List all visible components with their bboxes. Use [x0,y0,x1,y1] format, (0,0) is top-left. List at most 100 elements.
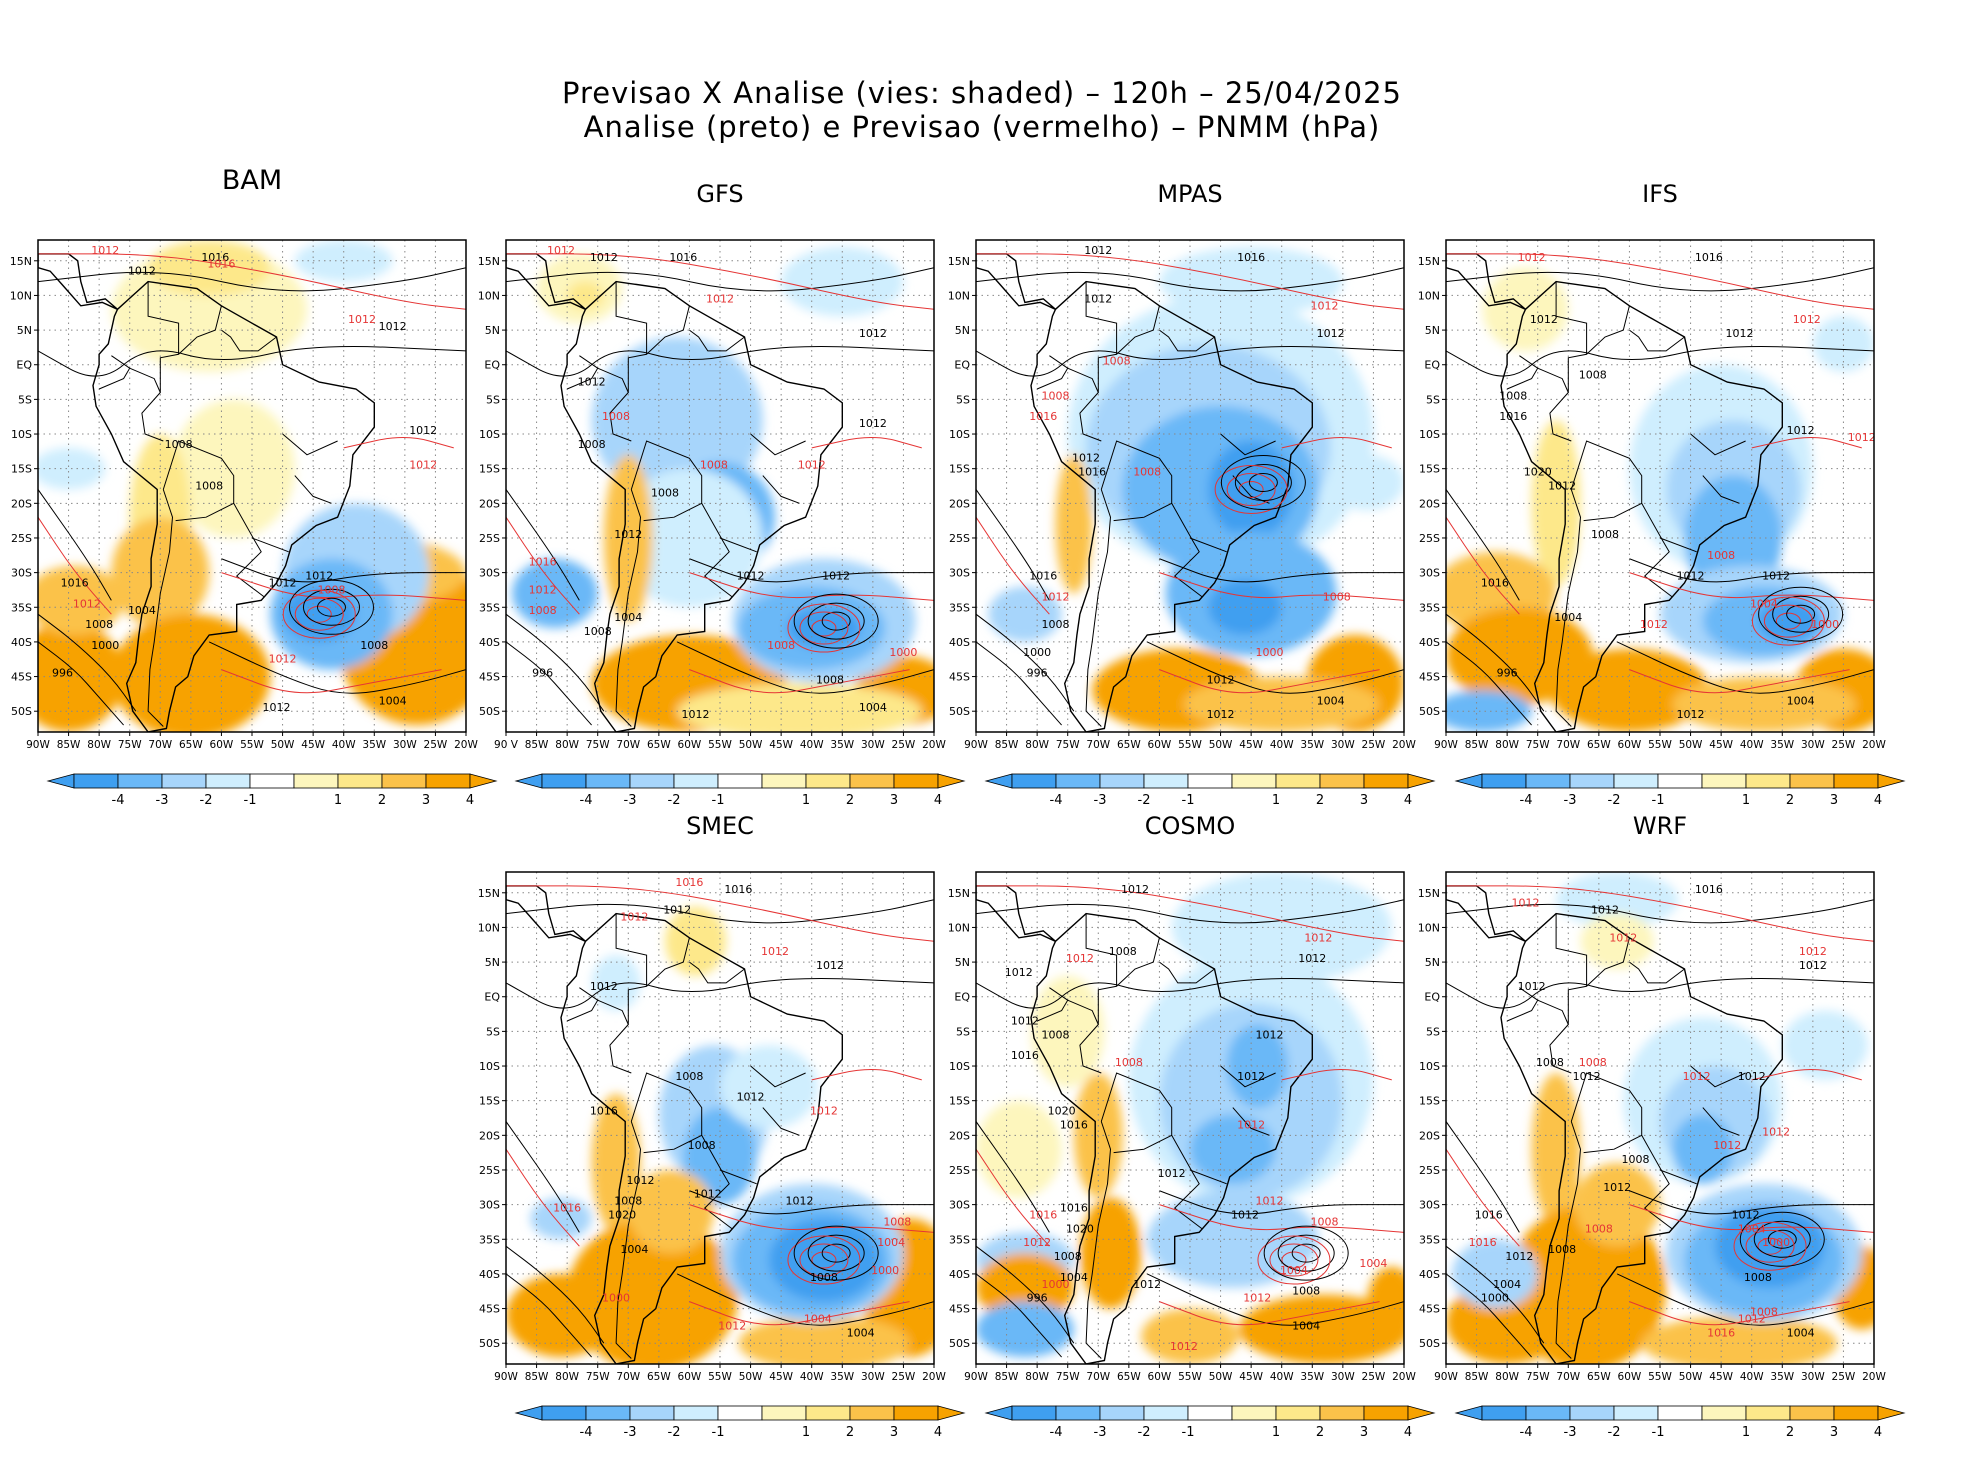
y-tick-label: 30S [949,567,970,580]
y-tick-label: 40S [1419,1268,1440,1281]
colorbar-segment-neg2 [1569,1405,1615,1421]
contour-label: 1012 [590,980,618,993]
analysis-isobar [38,267,466,292]
x-tick-label: 30W [861,739,885,751]
x-tick-label: 80W [555,1371,579,1383]
y-tick-label: 15N [948,255,970,268]
contour-label: 1012 [1505,1250,1533,1263]
x-tick-label: 25W [892,739,916,751]
x-tick-label: 85W [57,739,81,751]
colorbar-segment-pos4 [1833,773,1879,789]
x-tick-label: 40W [1740,739,1764,751]
country-border [1159,961,1215,984]
country-border [1085,489,1112,727]
colorbar-segment-neg4 [541,773,587,789]
country-border [762,475,800,504]
analysis-low-ring [821,1243,851,1263]
x-tick-label: 65W [647,1371,671,1383]
forecast-low-ring [1226,472,1276,506]
colorbar-tick-label: 1 [1272,793,1280,808]
contour-label: 1004 [1493,1278,1521,1291]
contour-label: 1012 [1005,966,1033,979]
colorbar-segment-pos2 [805,1405,851,1421]
contour-label: 1012 [1530,313,1558,326]
x-tick-label: 80W [1495,1371,1519,1383]
analysis-isobar [689,558,934,583]
y-tick-label: 20S [11,497,32,510]
contour-label: 1012 [1255,1028,1283,1041]
colorbar-tick-label: 3 [1830,1425,1838,1440]
analysis-isobar [506,978,934,1009]
bias-region-neg2 [988,586,1062,642]
forecast-isobar [1281,436,1392,449]
colorbar-segment-pos2 [337,773,383,789]
analysis-isobar [38,489,112,601]
colorbar-segment-neg4 [541,1405,587,1421]
y-tick-label: 15N [948,887,970,900]
contour-label: 1016 [1060,1118,1088,1131]
y-tick-label: 15N [1418,887,1440,900]
y-tick-label: 50S [949,705,970,718]
forecast-isobar [976,885,1404,942]
contour-label: 1008 [529,604,557,617]
y-tick-label: 20S [949,497,970,510]
y-tick-label: 50S [479,1337,500,1350]
analysis-isobar [506,1121,580,1233]
contour-label: 1008 [1109,945,1137,958]
south-america-outline [1030,280,1313,732]
contour-label: 1004 [1738,1222,1766,1235]
colorbar-segment-pos1 [1231,1405,1277,1421]
bias-region-neg4 [787,607,861,649]
y-tick-label: 45S [1419,1303,1440,1316]
contour-label: 1012 [1793,313,1821,326]
contour-label: 1012 [348,313,376,326]
contour-label: 1004 [877,1236,905,1249]
contour-label: 1000 [889,646,917,659]
contour-label: 996 [1027,1292,1048,1305]
bias-region-neg3 [1446,690,1532,732]
colorbar-segment-zero [717,773,763,789]
analysis-isobar [1146,1273,1404,1326]
y-tick-label: EQ [954,359,970,372]
colorbar-tick-label: -3 [1094,1425,1107,1440]
x-tick-label: 70W [616,739,640,751]
forecast-isobar [1629,1204,1874,1233]
x-tick-label: 75W [1526,1371,1550,1383]
colorbar-tick-label: 2 [1786,1425,1794,1440]
y-tick-label: 5S [1426,1025,1440,1038]
colorbar-segment-neg3 [1525,773,1571,789]
contour-label: 1008 [1622,1153,1650,1166]
contour-label: 1008 [1585,1222,1613,1235]
country-border [750,433,806,456]
x-tick-label: 75W [1526,739,1550,751]
contour-label: 1016 [1695,251,1723,264]
y-tick-label: 45S [949,1303,970,1316]
x-tick-label: 65W [1117,739,1141,751]
x-tick-label: 25W [1832,739,1856,751]
contour-label: 1008 [1133,466,1161,479]
y-tick-label: 35S [949,1233,970,1246]
x-tick-label: 50W [739,739,763,751]
contour-label: 1016 [1060,1202,1088,1215]
contour-label: 1008 [1323,590,1351,603]
contour-label: 1012 [859,327,887,340]
analysis-isobar [976,899,1404,924]
y-tick-label: 10S [1419,1060,1440,1073]
isobars [1446,253,1874,726]
contour-label: 1012 [785,1195,813,1208]
forecast-isobar [1281,1068,1392,1081]
colorbar-tick-label: -4 [580,1425,593,1440]
panel-title: WRF [1632,812,1688,840]
analysis-isobar [676,641,934,694]
colorbar-segment-pos4 [1363,773,1409,789]
bias-region-pos3 [1141,1308,1239,1364]
forecast-low-ring [306,605,332,623]
analysis-low-ring [1277,1234,1335,1272]
contour-label: 1012 [269,576,297,589]
forecast-isobar [506,885,934,942]
colorbar-tick-label: -4 [112,793,125,808]
y-tick-label: 35S [1419,1233,1440,1246]
y-tick-label: 45S [1419,671,1440,684]
analysis-isobar [976,978,1404,1009]
forecast-low-ring [787,1235,861,1285]
